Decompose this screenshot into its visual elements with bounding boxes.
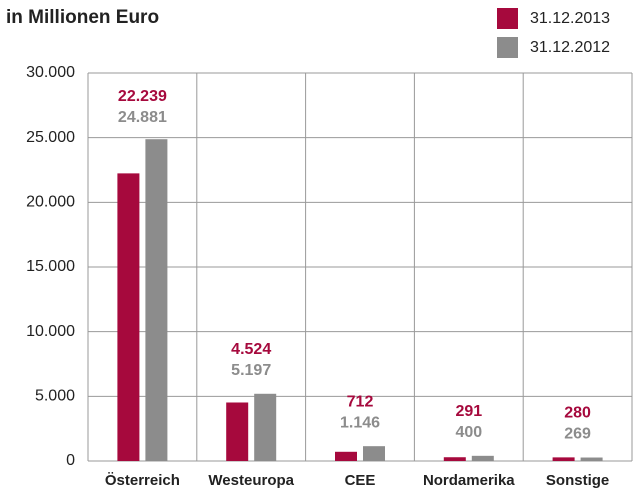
data-label: 24.881 [118,109,167,126]
y-tick-label: 15.000 [26,258,75,275]
bar [335,451,357,461]
data-label: 400 [455,424,482,441]
bar [363,446,385,461]
legend-label: 31.12.2013 [530,10,610,27]
x-tick-label: Sonstige [546,472,609,489]
data-label: 280 [564,405,591,422]
data-label: 291 [455,403,482,420]
x-tick-label: Nordamerika [423,472,515,489]
data-label: 269 [564,426,591,443]
y-tick-label: 30.000 [26,64,75,81]
x-tick-label: Westeuropa [208,472,294,489]
bar [580,457,603,461]
x-tick-label: CEE [345,472,376,489]
data-label: 22.239 [118,88,167,105]
y-tick-label: 5.000 [35,388,75,405]
bar [145,139,168,461]
bar [471,455,494,461]
bar [443,457,466,461]
legend-swatch [497,37,518,58]
bar [117,173,140,461]
data-label: 5.197 [231,362,271,379]
data-label: 1.146 [340,414,380,431]
data-label: 712 [347,393,374,410]
y-tick-label: 25.000 [26,129,75,146]
legend-label: 31.12.2012 [530,39,610,56]
y-tick-label: 10.000 [26,323,75,340]
y-tick-label: 0 [66,452,75,469]
data-label: 4.524 [231,341,271,358]
y-tick-label: 20.000 [26,194,75,211]
bar [552,457,575,461]
chart-title: in Millionen Euro [6,7,159,28]
bar [254,393,277,461]
legend-swatch [497,8,518,29]
x-tick-label: Österreich [105,472,180,489]
bar [226,402,249,461]
